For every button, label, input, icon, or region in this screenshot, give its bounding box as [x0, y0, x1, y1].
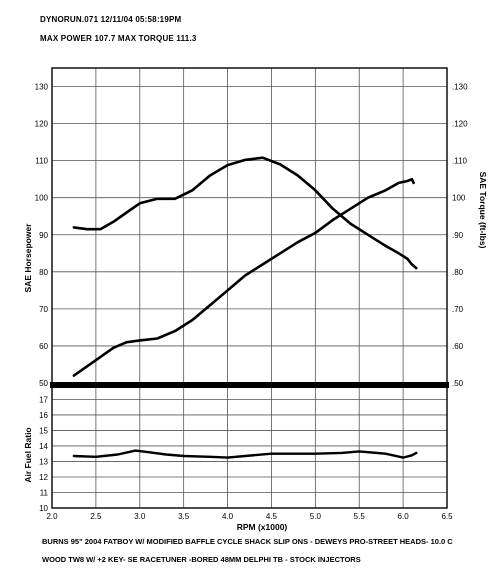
x-tick-label: 3.0 — [134, 512, 146, 521]
y2-tick-label: .130 — [452, 83, 468, 92]
y-tick-label: 60 — [39, 342, 48, 351]
y2-tick-label: .120 — [452, 120, 468, 129]
y-tick-label: 100 — [35, 194, 49, 203]
afr-tick-label: 11 — [40, 488, 49, 497]
y2-tick-label: .50 — [452, 379, 464, 388]
x-tick-label: 6.0 — [398, 512, 410, 521]
x-tick-label: 3.5 — [178, 512, 190, 521]
horsepower-line — [72, 177, 415, 377]
afr-tick-label: 15 — [39, 426, 48, 435]
panel-divider — [50, 382, 449, 388]
afr-tick-label: 10 — [39, 504, 48, 513]
afr-plot-frame — [51, 386, 448, 509]
y2-tick-label: .80 — [452, 268, 464, 277]
afr-tick-label: 17 — [39, 395, 48, 404]
y-tick-label: 80 — [39, 268, 48, 277]
afr-tick-label: 12 — [39, 473, 48, 482]
y2-tick-label: .70 — [452, 305, 464, 314]
y-axis-label-torque: SAE Torque (ft-lbs) — [478, 172, 488, 249]
tick-labels: 2.0 2.5 3.0 3.5 4.0 4.5 5.0 5.5 6.0 6.5 50 .50 60 .60… — [35, 83, 468, 521]
x-tick-label: 2.0 — [46, 512, 58, 521]
run-info-header: DYNORUN.071 12/11/04 05:58:19PM — [40, 15, 182, 24]
x-tick-label: 6.5 — [441, 512, 453, 521]
x-tick-label: 4.0 — [222, 512, 234, 521]
afr-tick-label: 13 — [39, 457, 48, 466]
y-tick-label: 90 — [39, 231, 48, 240]
x-tick-label: 5.0 — [310, 512, 322, 521]
y2-tick-label: 100 — [452, 194, 466, 203]
y2-tick-label: .60 — [452, 342, 464, 351]
y-tick-label: 50 — [39, 379, 48, 388]
y-axis-label-horsepower: SAE Horsepower — [23, 223, 33, 293]
y-tick-label: 120 — [35, 120, 49, 129]
y2-tick-label: .90 — [452, 231, 464, 240]
y-tick-label: 110 — [35, 157, 48, 166]
x-tick-label: 4.5 — [266, 512, 278, 521]
afr-line — [72, 449, 418, 459]
afr-tick-label: 16 — [39, 411, 48, 420]
y2-tick-label: .110 — [452, 157, 468, 166]
plot-frame — [50, 67, 449, 509]
footer-line-2: WOOD TW8 W/ +2 KEY- SE RACETUNER -BORED … — [42, 555, 361, 564]
footer-line-1: BURNS 95" 2004 FATBOY W/ MODIFIED BAFFLE… — [42, 537, 453, 546]
afr-tick-label: 14 — [39, 442, 48, 451]
main-plot-frame — [51, 67, 448, 384]
y-tick-label: 70 — [39, 305, 48, 314]
y-axis-label-air-fuel-ratio: Air Fuel Ratio — [23, 427, 33, 482]
x-axis-label: RPM (x1000) — [237, 522, 288, 532]
max-values-header: MAX POWER 107.7 MAX TORQUE 111.3 — [40, 34, 197, 43]
x-tick-label: 5.5 — [354, 512, 366, 521]
x-tick-label: 2.5 — [90, 512, 102, 521]
torque-line — [72, 156, 418, 270]
grid-layer — [51, 68, 448, 509]
y-tick-label: 130 — [35, 83, 49, 92]
series-layer — [72, 156, 418, 459]
